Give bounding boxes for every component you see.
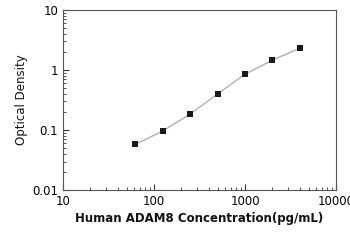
Point <box>133 142 138 146</box>
Point <box>187 112 193 116</box>
Y-axis label: Optical Density: Optical Density <box>15 55 28 145</box>
Point <box>242 72 248 76</box>
Point <box>160 129 166 133</box>
Point <box>215 92 220 96</box>
Point <box>297 46 303 50</box>
X-axis label: Human ADAM8 Concentration(pg/mL): Human ADAM8 Concentration(pg/mL) <box>75 212 324 225</box>
Point <box>270 58 275 62</box>
